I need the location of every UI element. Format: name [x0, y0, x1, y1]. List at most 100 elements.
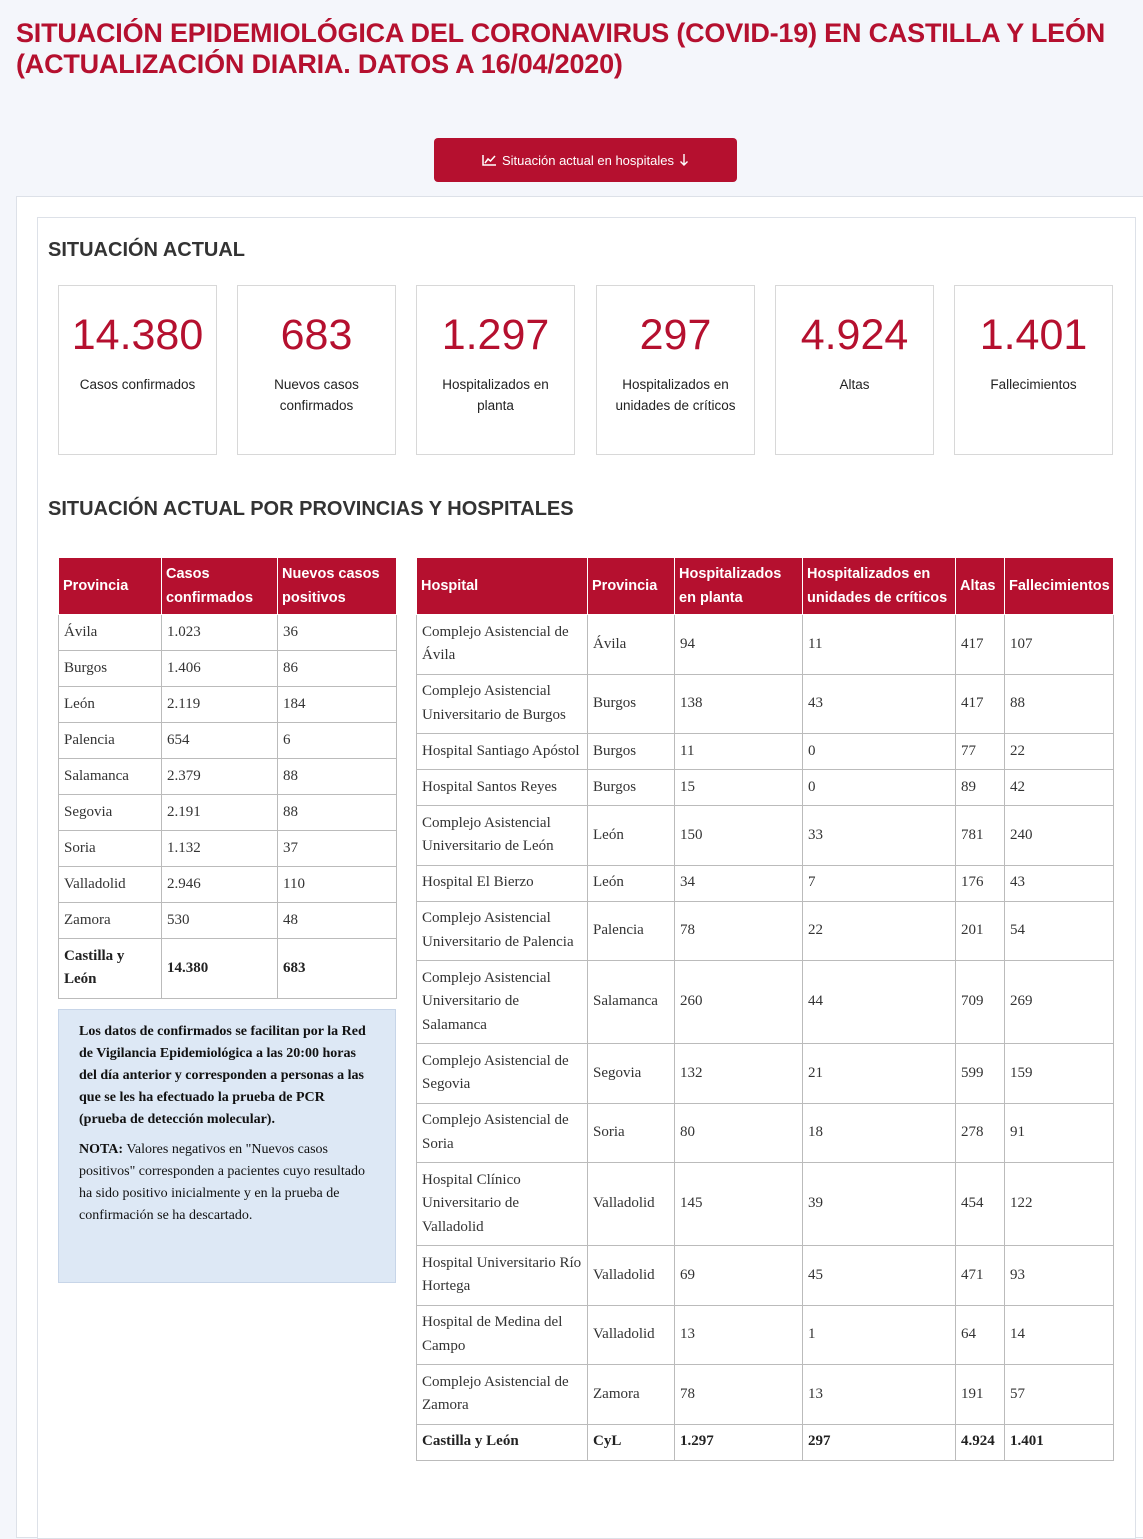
table-cell: 11	[802, 614, 956, 675]
stat-label: Altas	[839, 377, 870, 392]
stat-label: Nuevos casos confirmados	[274, 377, 359, 413]
table-cell: Hospital El Bierzo	[416, 864, 588, 902]
table-cell: 2.191	[161, 794, 278, 831]
table-cell: 13	[802, 1364, 956, 1425]
table-cell: Burgos	[587, 769, 675, 806]
table-cell: 48	[277, 902, 397, 939]
table-cell: 138	[674, 673, 803, 734]
table-cell: Zamora	[587, 1364, 675, 1425]
table-cell: 1	[802, 1304, 956, 1365]
table-row: Burgos 1.406 86	[58, 650, 397, 687]
column-header: Nuevos casos positivos	[277, 558, 397, 615]
table-cell: 145	[674, 1162, 803, 1246]
table-row: Ávila 1.023 36	[58, 614, 397, 651]
nota-text: Valores negativos en "Nuevos casos posit…	[79, 1142, 366, 1223]
table-cell: 54	[1004, 900, 1114, 961]
table-cell: Complejo Asistencial de Soria	[416, 1102, 588, 1163]
table-cell: 42	[1004, 769, 1114, 806]
summary-title: SITUACIÓN ACTUAL	[48, 239, 246, 261]
table-cell: Soria	[587, 1102, 675, 1163]
stat-label: Hospitalizados en planta	[442, 377, 549, 413]
table-cell: 107	[1004, 614, 1114, 675]
table-cell: Salamanca	[587, 960, 675, 1044]
table-cell: Hospital Clínico Universitario de Vallad…	[416, 1162, 588, 1246]
table-cell: Segovia	[58, 794, 162, 831]
table-row: Complejo Asistencial Universitario de Bu…	[416, 673, 1114, 734]
table-row: Hospital Universitario Río Hortega Vallad…	[416, 1245, 1114, 1306]
total-cell: 297	[802, 1423, 956, 1461]
section-title: SITUACIÓN ACTUAL POR PROVINCIAS Y HOSPIT…	[48, 498, 574, 520]
table-cell: Ávila	[587, 614, 675, 675]
table-cell: 11	[674, 733, 803, 770]
table-cell: 21	[802, 1043, 956, 1104]
province-table: Provincia Casos confirmados Nuevos casos p…	[58, 558, 397, 999]
stat-value: 1.401	[979, 311, 1088, 359]
table-cell: 471	[955, 1245, 1005, 1306]
table-row: Complejo Asistencial de Ávila Ávila 94 11 41…	[416, 614, 1114, 675]
total-cell: 1.297	[674, 1423, 803, 1461]
table-cell: 36	[277, 614, 397, 651]
table-cell: Burgos	[587, 673, 675, 734]
table-cell: 110	[277, 866, 397, 903]
table-cell: León	[587, 864, 675, 902]
table-cell: 240	[1004, 805, 1114, 866]
table-cell: Segovia	[587, 1043, 675, 1104]
table-cell: Hospital Universitario Río Hortega	[416, 1245, 588, 1306]
table-cell: 599	[955, 1043, 1005, 1104]
table-cell: 18	[802, 1102, 956, 1163]
table-cell: 159	[1004, 1043, 1114, 1104]
page-title: SITUACIÓN EPIDEMIOLÓGICA DEL CORONAVIRUS…	[16, 18, 1106, 79]
table-cell: 1.406	[161, 650, 278, 687]
table-row: Hospital Santos Reyes Burgos 15 0 89 42	[416, 769, 1114, 806]
table-row: Valladolid 2.946 110	[58, 866, 397, 903]
hospitals-button[interactable]: Situación actual en hospitales	[434, 138, 737, 182]
stat-label: Fallecimientos	[990, 377, 1077, 392]
table-cell: León	[587, 805, 675, 866]
button-label: Situación actual en hospitales	[501, 152, 674, 168]
table-row: Zamora 530 48	[58, 902, 397, 939]
table-row: Complejo Asistencial Universitario de Le…	[416, 805, 1114, 866]
stat-value: 297	[639, 311, 712, 359]
table-cell: 7	[802, 864, 956, 902]
table-cell: 78	[674, 900, 803, 961]
table-cell: 89	[955, 769, 1005, 806]
table-cell: 88	[1004, 673, 1114, 734]
table-cell: 2.379	[161, 758, 278, 795]
table-cell: 39	[802, 1162, 956, 1246]
table-cell: 709	[955, 960, 1005, 1044]
column-header: Casos confirmados	[161, 558, 278, 615]
table-row: Complejo Asistencial de Zamora Zamora 78 13…	[416, 1364, 1114, 1425]
table-cell: 91	[1004, 1102, 1114, 1163]
table-cell: 269	[1004, 960, 1114, 1044]
table-row: Soria 1.132 37	[58, 830, 397, 867]
table-cell: Hospital de Medina del Campo	[416, 1304, 588, 1365]
table-cell: 122	[1004, 1162, 1114, 1246]
table-row: Segovia 2.191 88	[58, 794, 397, 831]
table-cell: 14	[1004, 1304, 1114, 1365]
table-cell: Complejo Asistencial Universitario de Bu…	[416, 673, 588, 734]
table-cell: 15	[674, 769, 803, 806]
table-cell: 44	[802, 960, 956, 1044]
table-row: Hospital Clínico Universitario de Vallad…	[416, 1162, 1114, 1246]
total-cell: Castilla y León	[416, 1423, 588, 1461]
table-cell: 454	[955, 1162, 1005, 1246]
table-cell: 34	[674, 864, 803, 902]
table-cell: 69	[674, 1245, 803, 1306]
stat-value: 14.380	[71, 311, 204, 359]
column-header: Provincia	[58, 558, 162, 615]
table-cell: Valladolid	[58, 866, 162, 903]
table-cell: 64	[955, 1304, 1005, 1365]
table-cell: 184	[277, 686, 397, 723]
table-cell: 1.132	[161, 830, 278, 867]
table-cell: Complejo Asistencial Universitario de Pa…	[416, 900, 588, 961]
note-box: Los datos de confirmados se facilitan po…	[58, 1009, 396, 1283]
table-cell: 33	[802, 805, 956, 866]
table-cell: 45	[802, 1245, 956, 1306]
total-cell: Castilla y León	[58, 938, 162, 999]
stat-card: 4.924 Altas	[775, 285, 934, 455]
note-paragraph: Los datos de confirmados se facilitan po…	[79, 1024, 366, 1127]
table-cell: Valladolid	[587, 1304, 675, 1365]
table-cell: 2.946	[161, 866, 278, 903]
stat-label: Casos confirmados	[79, 377, 196, 392]
